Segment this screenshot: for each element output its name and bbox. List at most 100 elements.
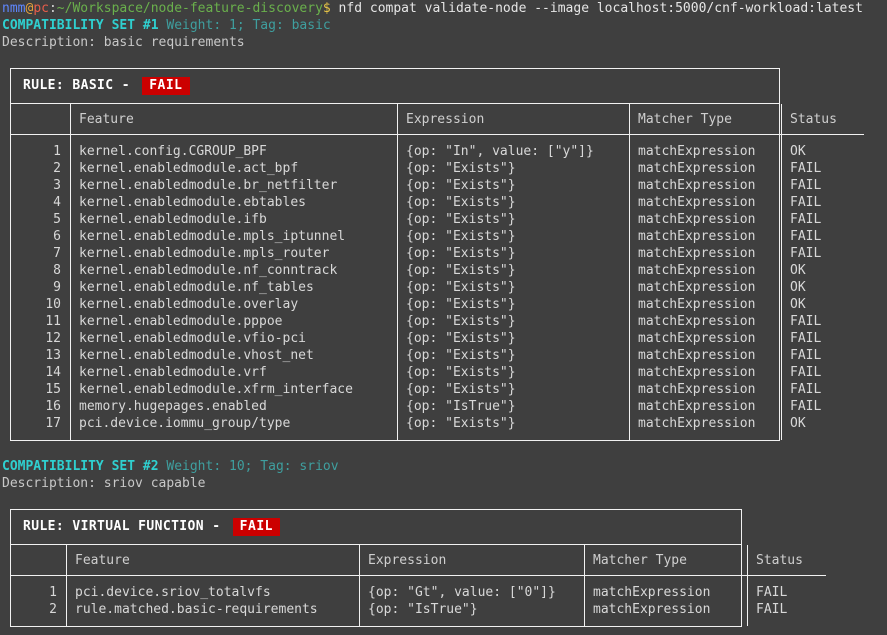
row-feature: kernel.enabledmodule.pppoe xyxy=(70,313,398,330)
row-index: 12 xyxy=(11,330,71,347)
spacer-1 xyxy=(0,51,887,68)
set-2-meta: Weight: 10; Tag: sriov xyxy=(158,459,339,474)
row-index: 3 xyxy=(11,177,71,194)
rule-box-basic: RULE: BASIC - FAIL Feature Expression Ma… xyxy=(10,68,864,441)
rule-1-title-bar: RULE: BASIC - FAIL xyxy=(11,69,779,104)
row-index: 16 xyxy=(11,398,71,415)
rule-2-col-expression: Expression xyxy=(359,545,585,576)
rule-2-title-text: RULE: VIRTUAL FUNCTION - xyxy=(23,519,229,534)
rule-1-status-badge: FAIL xyxy=(142,77,190,95)
row-feature: kernel.enabledmodule.mpls_iptunnel xyxy=(70,228,398,245)
rule-2-col-index xyxy=(11,545,67,576)
row-index: 7 xyxy=(11,245,71,262)
row-index: 1 xyxy=(11,575,67,601)
row-index: 6 xyxy=(11,228,71,245)
rule-2-status-badge: FAIL xyxy=(232,518,280,536)
row-feature: pci.device.sriov_totalvfs xyxy=(66,575,360,601)
row-status: FAIL xyxy=(756,585,788,600)
prompt-dollar: $ xyxy=(322,1,331,16)
prompt-path: ~/Workspace/node-feature-discovery xyxy=(56,1,323,16)
table-row: 6 kernel.enabledmodule.mpls_iptunnel {op: … xyxy=(11,228,864,245)
row-matcher: matchExpression xyxy=(584,575,748,601)
row-status: FAIL xyxy=(790,161,822,176)
row-matcher: matchExpression xyxy=(629,381,782,398)
row-expression: {op: "Gt", value: ["0"]} xyxy=(359,575,585,601)
row-expression: {op: "Exists"} xyxy=(397,347,630,364)
table-row: 13 kernel.enabledmodule.vhost_net {op: "Ex… xyxy=(11,347,864,364)
row-index: 10 xyxy=(11,296,71,313)
row-expression: {op: "Exists"} xyxy=(397,194,630,211)
row-expression: {op: "In", value: ["y"]} xyxy=(397,134,630,160)
row-expression: {op: "Exists"} xyxy=(397,296,630,313)
row-feature: kernel.enabledmodule.ifb xyxy=(70,211,398,228)
rule-1-col-matcher: Matcher Type xyxy=(629,104,782,135)
set-1-description: Description: basic requirements xyxy=(2,35,245,50)
row-index: 2 xyxy=(11,601,67,626)
rule-2-title-bar: RULE: VIRTUAL FUNCTION - FAIL xyxy=(11,510,741,545)
row-index: 2 xyxy=(11,160,71,177)
row-feature: kernel.enabledmodule.vfio-pci xyxy=(70,330,398,347)
row-matcher: matchExpression xyxy=(629,364,782,381)
rule-2-header-row: Feature Expression Matcher Type Status xyxy=(11,545,826,576)
set-1-label: COMPATIBILITY SET #1 xyxy=(2,18,159,33)
row-status: FAIL xyxy=(790,229,822,244)
row-matcher: matchExpression xyxy=(629,194,782,211)
prompt-colon: : xyxy=(48,1,57,16)
table-row: 7 kernel.enabledmodule.mpls_router {op: "E… xyxy=(11,245,864,262)
row-status: FAIL xyxy=(790,331,822,346)
rule-1-col-status: Status xyxy=(790,111,837,127)
row-feature: kernel.config.CGROUP_BPF xyxy=(70,134,398,160)
row-feature: kernel.enabledmodule.vhost_net xyxy=(70,347,398,364)
row-expression: {op: "Exists"} xyxy=(397,211,630,228)
row-status: FAIL xyxy=(790,365,822,380)
row-feature: kernel.enabledmodule.act_bpf xyxy=(70,160,398,177)
spacer-3 xyxy=(0,492,887,509)
rule-2-table-head: Feature Expression Matcher Type Status xyxy=(11,545,826,576)
table-row: 2 kernel.enabledmodule.act_bpf {op: "Exist… xyxy=(11,160,864,177)
row-index: 14 xyxy=(11,364,71,381)
row-feature: rule.matched.basic-requirements xyxy=(66,601,360,626)
row-matcher: matchExpression xyxy=(629,415,782,440)
set-1-meta: Weight: 1; Tag: basic xyxy=(158,18,331,33)
row-feature: kernel.enabledmodule.ebtables xyxy=(70,194,398,211)
row-matcher: matchExpression xyxy=(584,601,748,626)
row-matcher: matchExpression xyxy=(629,262,782,279)
row-status: FAIL xyxy=(756,602,788,617)
row-index: 1 xyxy=(11,134,71,160)
row-matcher: matchExpression xyxy=(629,296,782,313)
table-row: 11 kernel.enabledmodule.pppoe {op: "Exists… xyxy=(11,313,864,330)
row-matcher: matchExpression xyxy=(629,347,782,364)
row-status: OK xyxy=(790,297,806,312)
table-row: 1 kernel.config.CGROUP_BPF {op: "In", valu… xyxy=(11,134,864,160)
row-index: 9 xyxy=(11,279,71,296)
table-row: 9 kernel.enabledmodule.nf_tables {op: "Exi… xyxy=(11,279,864,296)
compatibility-set-1-header: COMPATIBILITY SET #1 Weight: 1; Tag: bas… xyxy=(0,17,887,34)
row-status: FAIL xyxy=(790,178,822,193)
rule-1-title-text: RULE: BASIC - xyxy=(23,78,139,93)
row-status: FAIL xyxy=(790,348,822,363)
row-matcher: matchExpression xyxy=(629,313,782,330)
row-index: 15 xyxy=(11,381,71,398)
rule-2-col-status: Status xyxy=(756,552,803,568)
row-matcher: matchExpression xyxy=(629,330,782,347)
spacer-2 xyxy=(0,441,887,458)
row-expression: {op: "IsTrue"} xyxy=(397,398,630,415)
table-row: 10 kernel.enabledmodule.overlay {op: "Exis… xyxy=(11,296,864,313)
row-status: OK xyxy=(790,416,806,431)
row-matcher: matchExpression xyxy=(629,245,782,262)
row-status: FAIL xyxy=(790,314,822,329)
rule-1-col-expression: Expression xyxy=(397,104,630,135)
row-expression: {op: "Exists"} xyxy=(397,381,630,398)
row-expression: {op: "Exists"} xyxy=(397,177,630,194)
row-expression: {op: "Exists"} xyxy=(397,245,630,262)
row-status: FAIL xyxy=(790,246,822,261)
row-expression: {op: "Exists"} xyxy=(397,279,630,296)
row-feature: kernel.enabledmodule.vrf xyxy=(70,364,398,381)
row-feature: kernel.enabledmodule.nf_tables xyxy=(70,279,398,296)
row-matcher: matchExpression xyxy=(629,160,782,177)
row-expression: {op: "Exists"} xyxy=(397,262,630,279)
row-expression: {op: "Exists"} xyxy=(397,228,630,245)
compatibility-set-2-header: COMPATIBILITY SET #2 Weight: 10; Tag: sr… xyxy=(0,458,887,475)
rule-2-table: Feature Expression Matcher Type Status 1… xyxy=(11,545,826,626)
row-expression: {op: "Exists"} xyxy=(397,415,630,440)
